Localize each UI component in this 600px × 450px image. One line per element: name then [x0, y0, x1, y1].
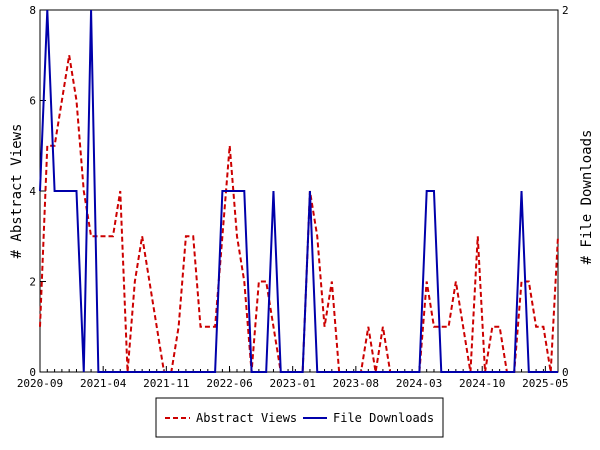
y-right-axis-title: # File Downloads: [579, 130, 595, 265]
x-tick-label: 2024-03: [396, 377, 442, 390]
series-line-file-downloads: [39, 9, 558, 373]
x-axis-ticks: 2020-09 2021-04 2021-11 2022-06 2023-01 2023-…: [17, 366, 569, 390]
y-left-tick-label: 0: [29, 366, 36, 379]
legend: Abstract Views File Downloads: [155, 397, 444, 438]
legend-label-file-downloads: File Downloads: [333, 411, 434, 425]
y-left-tick-label: 8: [29, 4, 36, 17]
x-tick-label: 2021-04: [80, 377, 127, 390]
x-tick-label: 2022-06: [206, 377, 252, 390]
y-left-tick-label: 4: [29, 185, 36, 198]
legend-box: [155, 397, 444, 438]
x-tick-label: 2020-09: [17, 377, 63, 390]
y-right-tick-label: 2: [562, 4, 569, 17]
x-tick-label: 2025-05: [522, 377, 568, 390]
x-tick-label: 2021-11: [143, 377, 189, 390]
y-left-tick-label: 6: [29, 95, 36, 108]
series-layer: [39, 9, 559, 373]
x-tick-label: 2023-08: [333, 377, 379, 390]
plot-area: [39, 9, 559, 373]
y-right-tick-label: 0: [562, 366, 569, 379]
x-tick-label: 2023-01: [270, 377, 316, 390]
x-tick-label: 2024-10: [459, 377, 505, 390]
legend-label-abstract-views: Abstract Views: [196, 411, 297, 425]
y-left-tick-label: 2: [29, 276, 36, 289]
y-left-axis-title: # Abstract Views: [9, 124, 25, 259]
